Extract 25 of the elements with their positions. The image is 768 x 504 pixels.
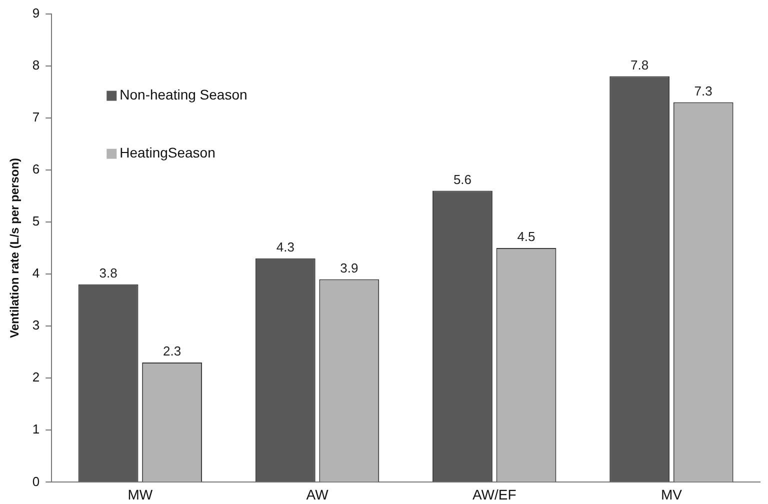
data-label: 4.3 — [276, 239, 294, 254]
data-label: 7.3 — [694, 83, 712, 98]
y-tick-label: 5 — [32, 214, 40, 229]
data-label: 2.3 — [163, 344, 182, 359]
data-label: 5.6 — [453, 172, 472, 187]
y-tick-label: 1 — [32, 422, 40, 437]
x-tick-label: AW/EF — [472, 486, 516, 502]
data-label: 3.9 — [340, 260, 358, 276]
y-tick-label: 4 — [32, 266, 40, 281]
x-tick-label: MV — [660, 486, 683, 502]
y-tick-label: 2 — [32, 370, 40, 385]
y-tick-label: 8 — [32, 57, 40, 72]
x-tick-label: AW — [306, 486, 330, 502]
legend-label: Non-heating Season — [120, 86, 248, 103]
y-tick-label: 9 — [32, 5, 40, 20]
legend-label: HeatingSeason — [120, 144, 216, 161]
y-tick-label: 0 — [32, 474, 40, 489]
y-tick-label: 7 — [32, 109, 40, 124]
y-axis-title: Ventilation rate (L/s per person) — [8, 158, 22, 338]
x-tick-label: MW — [128, 486, 154, 502]
y-tick-label: 3 — [32, 318, 40, 333]
data-label: 4.5 — [517, 229, 536, 244]
y-tick-label: 6 — [32, 162, 40, 177]
data-label: 7.8 — [630, 57, 649, 72]
data-label: 3.8 — [99, 266, 118, 281]
